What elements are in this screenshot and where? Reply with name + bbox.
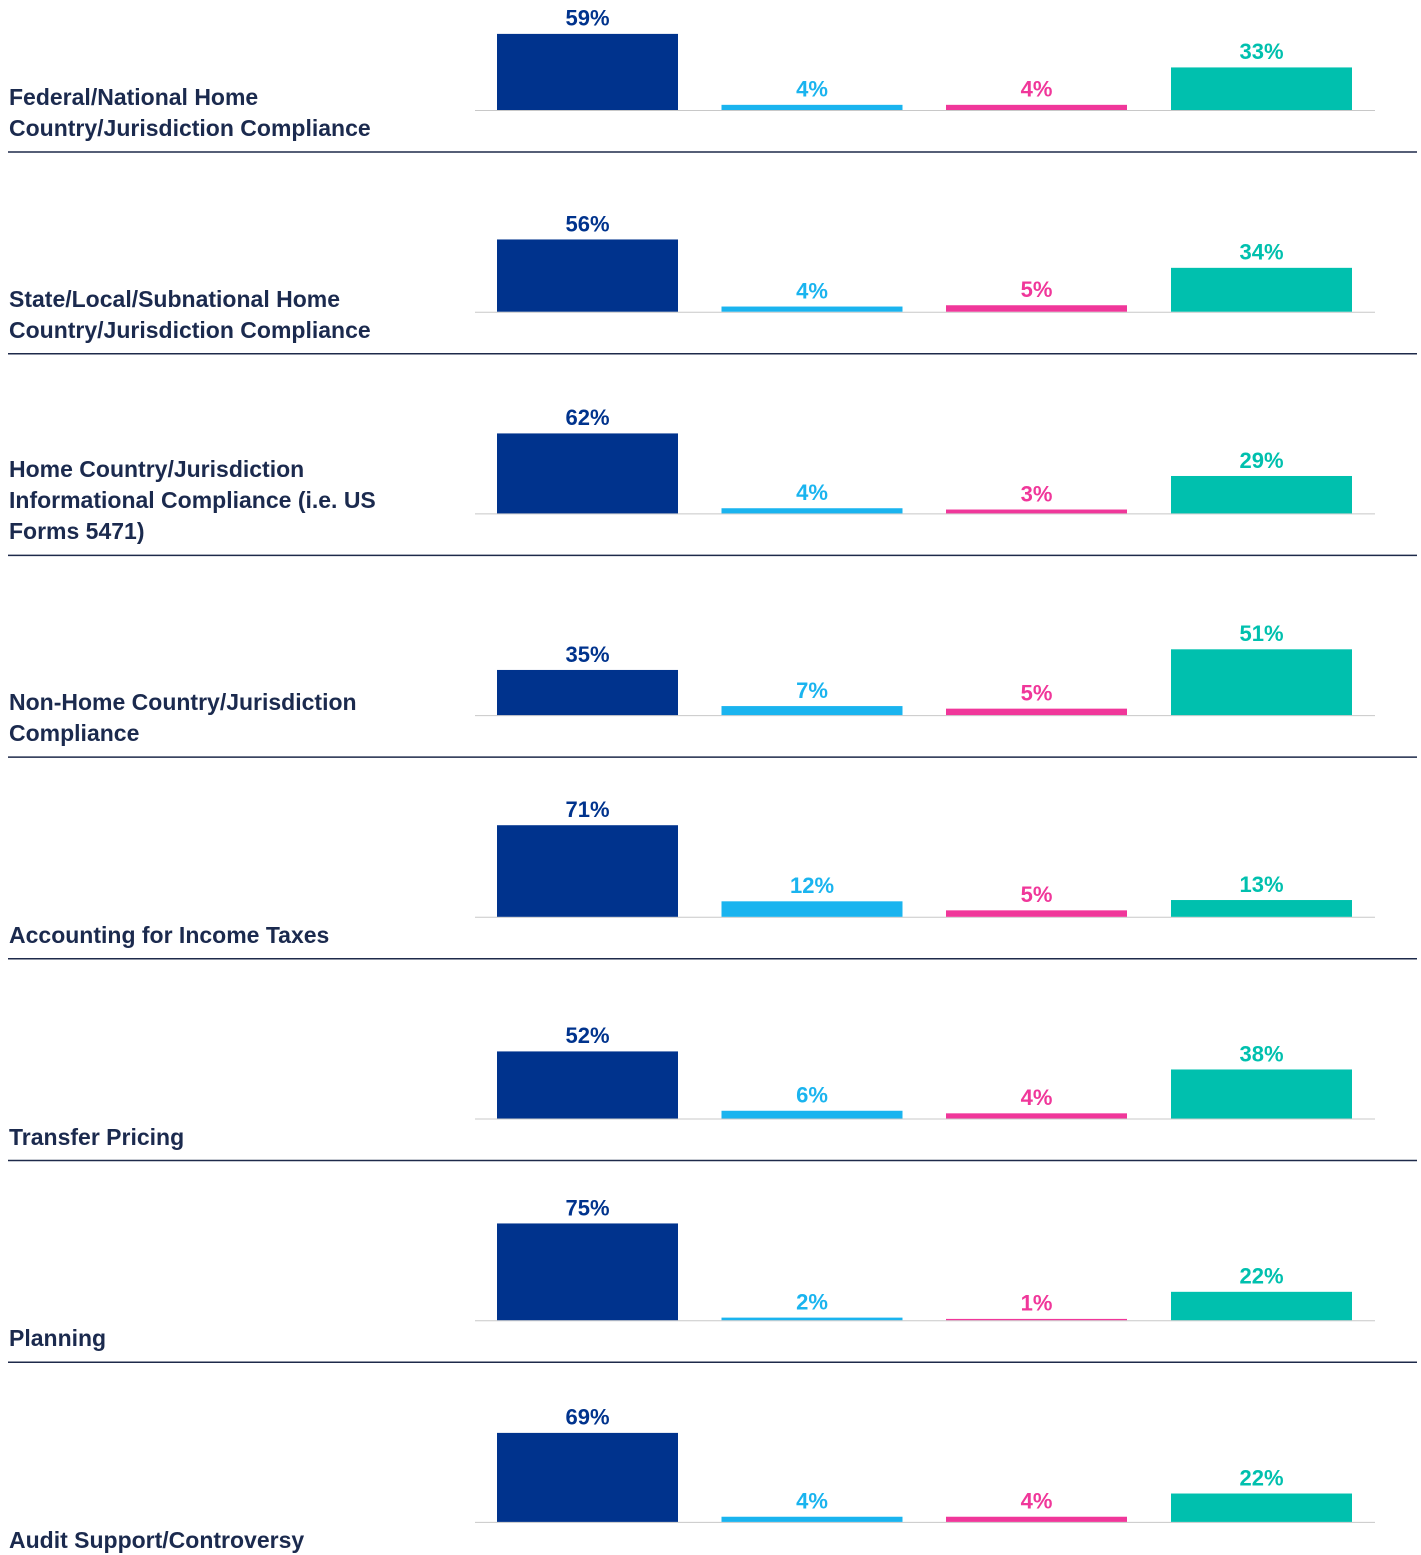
bar	[1171, 1291, 1352, 1321]
bar	[497, 33, 678, 110]
value-label: 12%	[790, 873, 834, 898]
value-label: 33%	[1239, 39, 1283, 64]
value-label: 13%	[1239, 872, 1283, 897]
value-label: 29%	[1239, 448, 1283, 473]
value-label: 34%	[1239, 240, 1283, 265]
bar	[497, 1223, 678, 1321]
value-label: 7%	[796, 678, 828, 703]
bar	[721, 508, 903, 514]
value-label: 4%	[1021, 1085, 1053, 1110]
bar	[497, 1051, 678, 1119]
value-label: 4%	[1021, 77, 1053, 102]
value-label: 4%	[796, 480, 828, 505]
value-label: 4%	[1021, 1489, 1053, 1514]
value-label: 69%	[565, 1405, 609, 1430]
value-label: 56%	[565, 211, 609, 236]
value-label: 5%	[1021, 277, 1053, 302]
bar	[1171, 1069, 1352, 1119]
bar	[497, 239, 678, 312]
value-label: 75%	[565, 1195, 609, 1220]
bar	[946, 910, 1127, 917]
bar	[721, 706, 903, 716]
bar	[946, 104, 1127, 110]
bar	[721, 306, 903, 312]
bar	[497, 669, 678, 716]
value-label: 4%	[796, 77, 828, 102]
value-label: 52%	[565, 1023, 609, 1048]
bar	[1171, 1493, 1352, 1522]
bar	[946, 1113, 1127, 1119]
bar	[1171, 475, 1352, 514]
category-label: Planning	[9, 1325, 107, 1352]
value-label: 59%	[565, 6, 609, 31]
bar	[497, 433, 678, 514]
bar	[946, 1516, 1127, 1522]
bar	[721, 104, 903, 110]
value-label: 2%	[796, 1289, 828, 1314]
value-label: 3%	[1021, 481, 1053, 506]
category-label: Accounting for Income Taxes	[9, 921, 330, 948]
value-label: 1%	[1021, 1291, 1053, 1316]
category-label: Transfer Pricing	[9, 1123, 185, 1150]
bar	[721, 1516, 903, 1522]
bar	[497, 825, 678, 917]
value-label: 22%	[1239, 1465, 1283, 1490]
category-label: Federal/National Home Country/Jurisdicti…	[9, 84, 371, 141]
bar	[721, 901, 903, 917]
value-label: 62%	[565, 405, 609, 430]
value-label: 35%	[565, 642, 609, 667]
value-label: 6%	[796, 1083, 828, 1108]
value-label: 38%	[1239, 1041, 1283, 1066]
bar	[946, 708, 1127, 716]
bar	[946, 509, 1127, 514]
value-label: 5%	[1021, 680, 1053, 705]
category-label: Home Country/Jurisdiction Informational …	[9, 456, 376, 545]
bar	[721, 1110, 903, 1119]
value-label: 4%	[796, 1489, 828, 1514]
bar	[1171, 67, 1352, 110]
bar	[721, 1317, 903, 1321]
bar	[1171, 649, 1352, 716]
bar	[1171, 900, 1352, 917]
category-label: Audit Support/Controversy	[9, 1526, 305, 1553]
bar	[946, 305, 1127, 312]
value-label: 71%	[565, 797, 609, 822]
bar	[1171, 267, 1352, 312]
value-label: 51%	[1239, 621, 1283, 646]
value-label: 4%	[796, 278, 828, 303]
value-label: 5%	[1021, 882, 1053, 907]
bar	[497, 1432, 678, 1522]
category-label: State/Local/Subnational Home Country/Jur…	[9, 285, 371, 343]
value-label: 22%	[1239, 1264, 1283, 1289]
category-label: Non-Home Country/Jurisdiction Compliance	[9, 689, 357, 747]
bar	[946, 1318, 1127, 1321]
